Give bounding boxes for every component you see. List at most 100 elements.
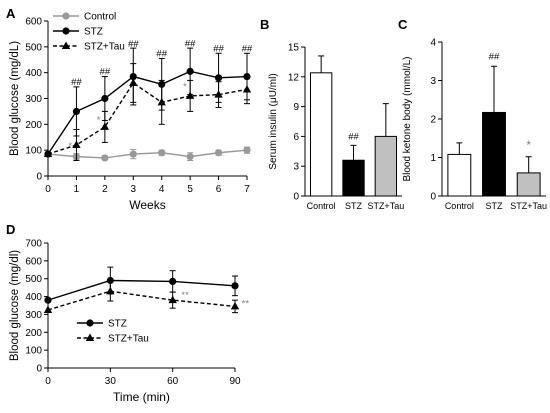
data-point — [129, 150, 137, 158]
data-point — [101, 154, 109, 162]
data-point — [129, 78, 138, 86]
data-point — [101, 94, 109, 103]
y-tick-label: 600 — [25, 17, 42, 28]
y-tick-label: 400 — [25, 68, 42, 79]
x-tick-label: 60 — [167, 376, 179, 387]
y-tick-label: 400 — [25, 292, 42, 303]
y-tick-label: 9 — [293, 102, 299, 113]
significance-mark: ** — [242, 298, 250, 309]
y-tick-label: 12 — [288, 72, 300, 83]
data-point — [106, 276, 114, 285]
y-tick-label: 0 — [430, 192, 436, 203]
series-line-0 — [47, 149, 248, 159]
data-point — [157, 97, 166, 106]
data-point — [43, 305, 53, 313]
data-point — [44, 296, 52, 304]
data-point — [243, 146, 251, 154]
x-tick-label: Control — [445, 201, 474, 211]
x-tick-label: STZ — [486, 201, 504, 211]
significance-mark: ## — [489, 51, 500, 62]
data-point — [106, 286, 115, 295]
significance-mark: ## — [213, 43, 224, 54]
data-point — [214, 90, 223, 98]
x-axis-title: Time (min) — [113, 390, 170, 404]
y-tick-label: 6 — [293, 132, 299, 143]
y-tick-label: 700 — [25, 239, 42, 250]
y-tick-label: 0 — [36, 364, 42, 375]
x-tick-label: 90 — [229, 376, 241, 387]
bar-1 — [342, 159, 365, 197]
significance-mark: ## — [100, 67, 111, 78]
data-point — [214, 149, 223, 157]
significance-mark: ## — [71, 77, 82, 88]
legend-label: STZ+Tau — [84, 42, 125, 53]
legend-marker — [85, 333, 95, 341]
legend-marker — [86, 319, 94, 327]
data-point — [169, 277, 177, 285]
data-point — [43, 149, 53, 158]
panel-label-d: D — [6, 222, 15, 237]
y-axis-title: Blood glucose (mg/dL) — [9, 41, 21, 156]
x-tick-label: 4 — [159, 184, 165, 195]
significance-mark: * — [97, 115, 101, 126]
legend: STZ STZ+Tau — [77, 319, 149, 345]
y-tick-label: 3 — [293, 162, 299, 173]
significance-mark: * — [526, 138, 531, 152]
y-axis-title: Serum insulin (μU/ml) — [268, 73, 279, 169]
legend-label: Control — [84, 12, 116, 23]
chart-panel-d: 0 100 200 300 400 500 600 700 0 30 60 90 Time (min) B… — [9, 239, 249, 405]
significance-mark: * — [68, 141, 72, 152]
significance-mark: ** — [181, 290, 189, 301]
y-axis-title: Blood glucose (mg/dl) — [9, 250, 21, 361]
y-tick-label: 200 — [25, 328, 42, 339]
y-tick-label: 500 — [25, 42, 42, 53]
bar-1 — [482, 111, 506, 197]
x-tick-label: 0 — [45, 184, 51, 195]
y-tick-label: 300 — [25, 94, 42, 105]
panel-label-a: A — [6, 6, 16, 21]
significance-mark: ## — [348, 131, 359, 142]
legend-marker — [61, 41, 71, 49]
y-tick-label: 200 — [25, 120, 42, 131]
x-tick-label: 3 — [131, 184, 137, 195]
y-tick-label: 100 — [25, 146, 42, 157]
panel-label-c: C — [398, 17, 408, 32]
x-tick-label: 1 — [74, 184, 80, 195]
x-tick-label: STZ — [345, 201, 363, 211]
y-tick-label: 3 — [430, 76, 436, 87]
x-tick-label: 7 — [244, 184, 250, 195]
chart-panel-a: 0 100 200 300 400 500 600 0 1 2 3 4 5 6 7 Weeks Blood gl… — [9, 12, 253, 213]
y-tick-label: 500 — [25, 274, 42, 285]
panel-label-b: B — [260, 17, 269, 32]
chart-panel-c: 0 1 2 3 4 Control STZ STZ+Tau ## * Blood ketone bo… — [402, 38, 547, 212]
x-tick-label: STZ+Tau — [367, 201, 404, 211]
bar-2 — [374, 135, 398, 197]
data-point — [168, 295, 177, 304]
data-point — [242, 84, 252, 93]
series-line-0 — [47, 279, 236, 301]
data-point — [186, 153, 194, 161]
x-tick-label: 5 — [187, 184, 193, 195]
data-point — [186, 67, 194, 75]
significance-mark: ## — [185, 38, 196, 49]
chart-panel-b: 0 3 6 9 12 15 Control STZ STZ+Tau ## Serum insulin… — [268, 43, 404, 212]
x-tick-label: STZ+Tau — [510, 201, 547, 211]
data-point — [100, 122, 110, 130]
legend-label: STZ+Tau — [108, 334, 149, 345]
legend-label: STZ — [84, 27, 103, 38]
y-tick-label: 300 — [25, 310, 42, 321]
y-tick-label: 4 — [430, 38, 436, 49]
x-tick-label: Control — [307, 201, 336, 211]
series-line-2 — [47, 82, 248, 155]
y-tick-label: 0 — [36, 172, 42, 183]
y-tick-label: 100 — [25, 346, 42, 357]
y-tick-label: 2 — [430, 115, 436, 126]
significance-mark: ## — [128, 39, 139, 50]
significance-mark: ## — [156, 49, 167, 60]
data-point — [72, 107, 81, 116]
x-tick-label: 0 — [45, 376, 51, 387]
significance-mark: * — [183, 81, 187, 92]
x-tick-label: 6 — [216, 184, 222, 195]
legend-marker — [62, 27, 70, 35]
